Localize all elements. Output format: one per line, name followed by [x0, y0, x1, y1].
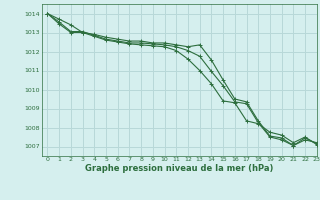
X-axis label: Graphe pression niveau de la mer (hPa): Graphe pression niveau de la mer (hPa): [85, 164, 273, 173]
